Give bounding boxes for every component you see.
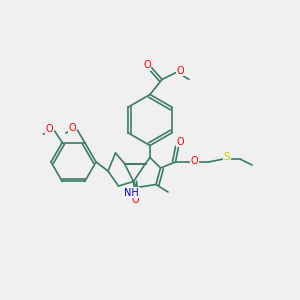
Text: O: O (176, 136, 184, 147)
Text: O: O (190, 155, 198, 166)
Text: O: O (177, 65, 184, 76)
Text: O: O (131, 195, 139, 206)
Text: S: S (224, 152, 230, 163)
Text: O: O (68, 123, 76, 133)
Text: NH: NH (124, 188, 139, 198)
Text: O: O (143, 60, 151, 70)
Text: O: O (46, 124, 53, 134)
